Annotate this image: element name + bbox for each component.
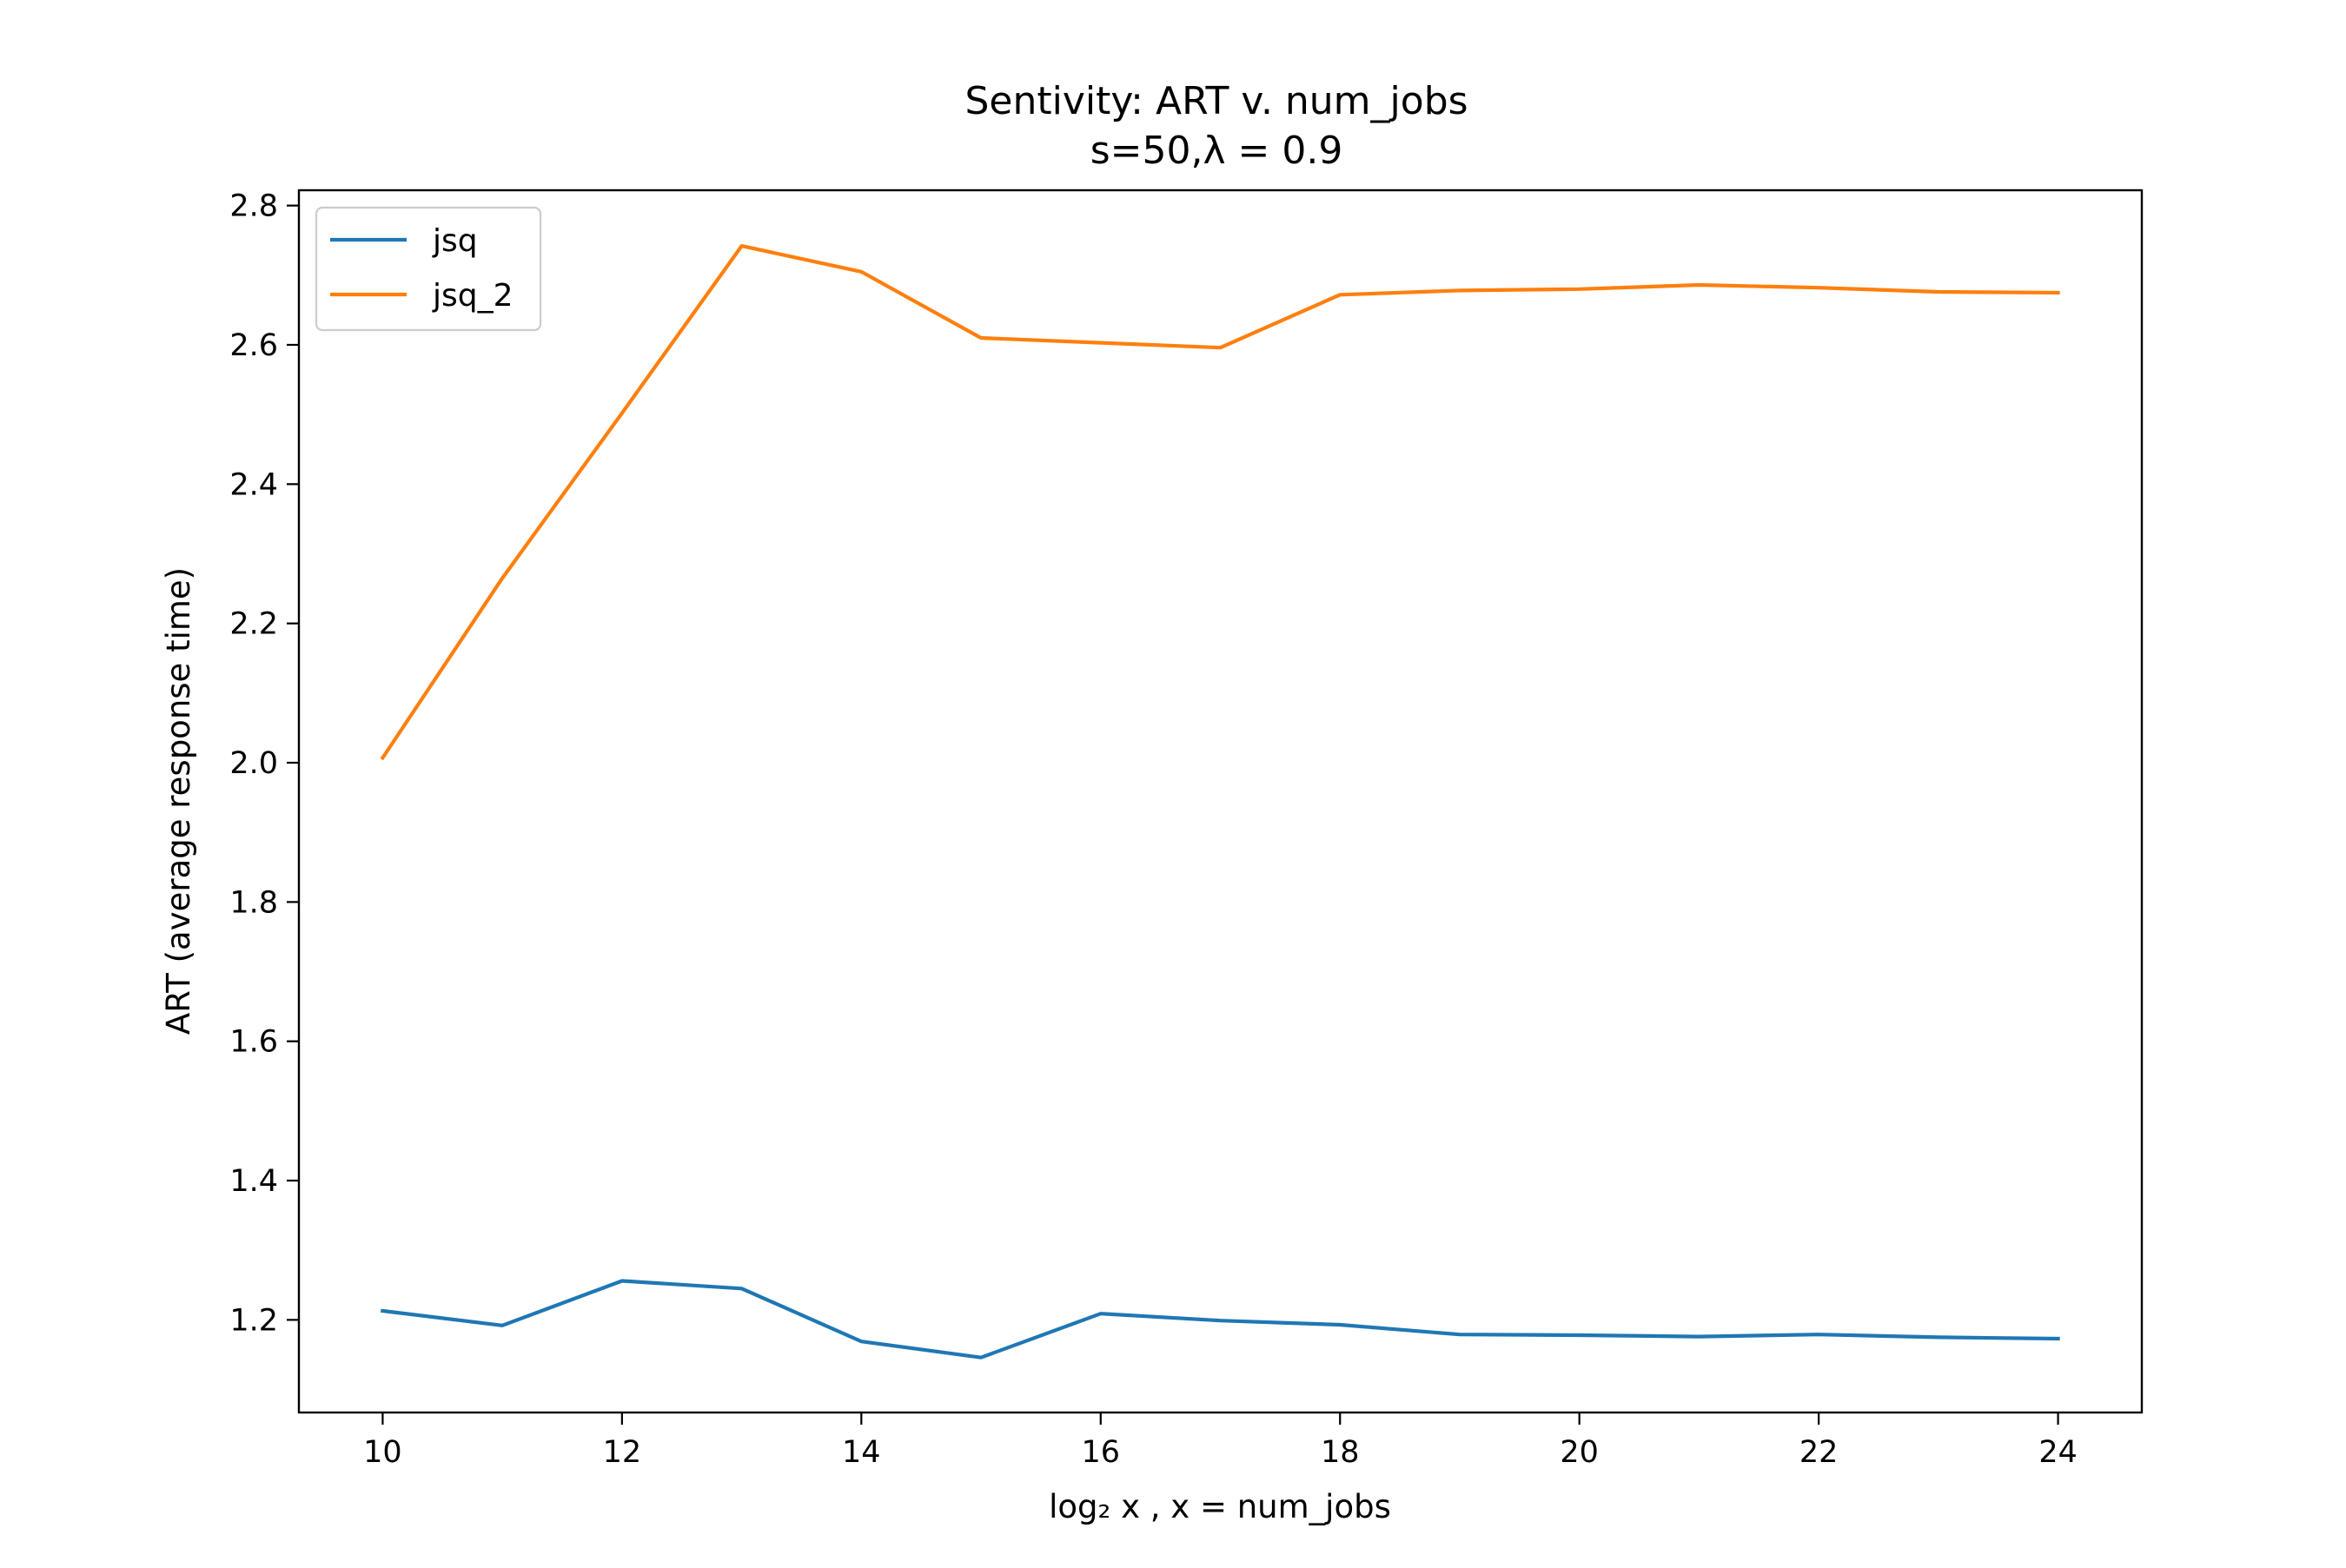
axes-frame: [297, 189, 2144, 1414]
y-axis-label: ART (average response time): [160, 567, 197, 1035]
x-tick-label-16: 16: [1081, 1435, 1120, 1470]
y-tick-label-1.8: 1.8: [229, 885, 278, 920]
series-line-jsq: [381, 1279, 2060, 1360]
y-tick-label-2.4: 2.4: [229, 467, 278, 502]
x-tick-label-22: 22: [1799, 1435, 1839, 1470]
x-tick-label-18: 18: [1321, 1435, 1360, 1470]
y-tick-label-1.2: 1.2: [229, 1303, 278, 1338]
chart-subtitle: s=50,λ = 0.9: [1090, 129, 1343, 173]
chart-title: Sentivity: ART v. num_jobs: [964, 79, 1468, 123]
x-tick-label-20: 20: [1560, 1435, 1599, 1470]
y-tick-label-2.2: 2.2: [229, 607, 278, 642]
series-line-jsq-2: [380, 244, 2060, 761]
y-tick-label-2.6: 2.6: [229, 328, 278, 363]
y-tick-label-2.8: 2.8: [229, 189, 278, 224]
legend-label-jsq-2: jsq_2: [432, 278, 514, 314]
x-tick-label-10: 10: [363, 1435, 402, 1470]
axis-ticks: 10 12 14 16 18 20 22 24 1.2 1.4 1.6 1.8 2.0 2.2 2.4 2.6…: [229, 189, 2078, 1470]
legend: jsq jsq_2: [315, 206, 542, 332]
x-tick-label-14: 14: [842, 1435, 881, 1470]
x-tick-label-12: 12: [603, 1435, 642, 1470]
legend-label-jsq: jsq: [432, 223, 478, 259]
x-axis-label: log₂ x , x = num_jobs: [1049, 1488, 1391, 1525]
plot-area: [380, 244, 2060, 1360]
x-tick-label-24: 24: [2038, 1435, 2078, 1470]
y-tick-label-1.4: 1.4: [229, 1164, 278, 1199]
y-tick-label-2.0: 2.0: [229, 746, 278, 781]
y-tick-label-1.6: 1.6: [229, 1025, 278, 1060]
